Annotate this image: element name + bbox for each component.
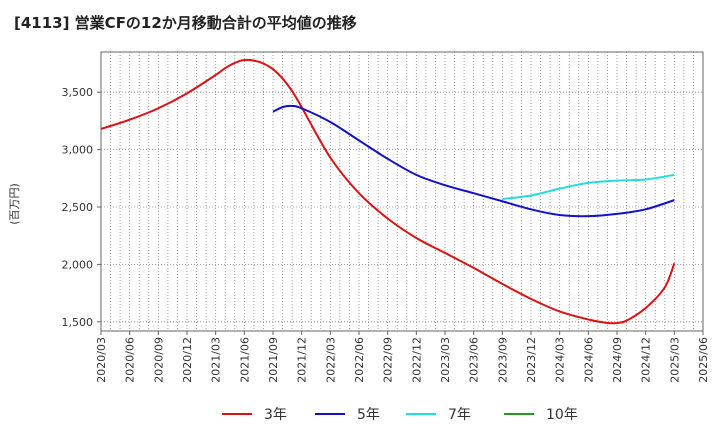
legend-label-3年: 3年: [264, 407, 287, 423]
x-tick-label: 2021/03: [210, 337, 223, 383]
x-tick-label: 2025/06: [697, 337, 710, 383]
y-tick-label: 3,500: [62, 86, 94, 99]
chart-title: [4113] 営業CFの12か月移動合計の平均値の推移: [14, 14, 357, 32]
x-tick-label: 2022/12: [410, 337, 423, 383]
y-tick-label: 1,500: [62, 316, 94, 329]
x-tick-label: 2023/09: [496, 337, 509, 383]
series-line-5年: [272, 104, 675, 218]
y-tick-label: 3,000: [62, 144, 94, 157]
x-tick-label: 2020/03: [95, 337, 108, 383]
legend-label-10年: 10年: [546, 407, 578, 423]
x-tick-label: 2025/03: [668, 337, 681, 383]
plot-area: [100, 51, 704, 332]
x-tick-label: 2020/06: [124, 337, 137, 383]
series-line-7年: [502, 173, 675, 200]
x-tick-label: 2020/12: [181, 337, 194, 383]
x-tick-label: 2022/06: [353, 337, 366, 383]
x-tick-label: 2024/12: [640, 337, 653, 383]
y-axis-label: (百万円): [8, 183, 21, 225]
legend-label-5年: 5年: [357, 407, 380, 423]
x-tick-label: 2022/03: [324, 337, 337, 383]
series-line-3年: [100, 58, 676, 325]
y-tick-label: 2,500: [62, 201, 94, 214]
legend-label-7年: 7年: [448, 407, 471, 423]
x-tick-label: 2024/03: [554, 337, 567, 383]
x-tick-label: 2021/09: [267, 337, 280, 383]
x-tick-label: 2021/06: [238, 337, 251, 383]
x-tick-label: 2024/06: [582, 337, 595, 383]
x-tick-label: 2023/12: [525, 337, 538, 383]
x-tick-label: 2022/09: [382, 337, 395, 383]
x-tick-label: 2024/09: [611, 337, 624, 383]
x-tick-label: 2023/06: [468, 337, 481, 383]
x-tick-label: 2020/09: [152, 337, 165, 383]
y-tick-label: 2,000: [62, 258, 94, 271]
x-tick-label: 2021/12: [296, 337, 309, 383]
x-tick-label: 2023/03: [439, 337, 452, 383]
